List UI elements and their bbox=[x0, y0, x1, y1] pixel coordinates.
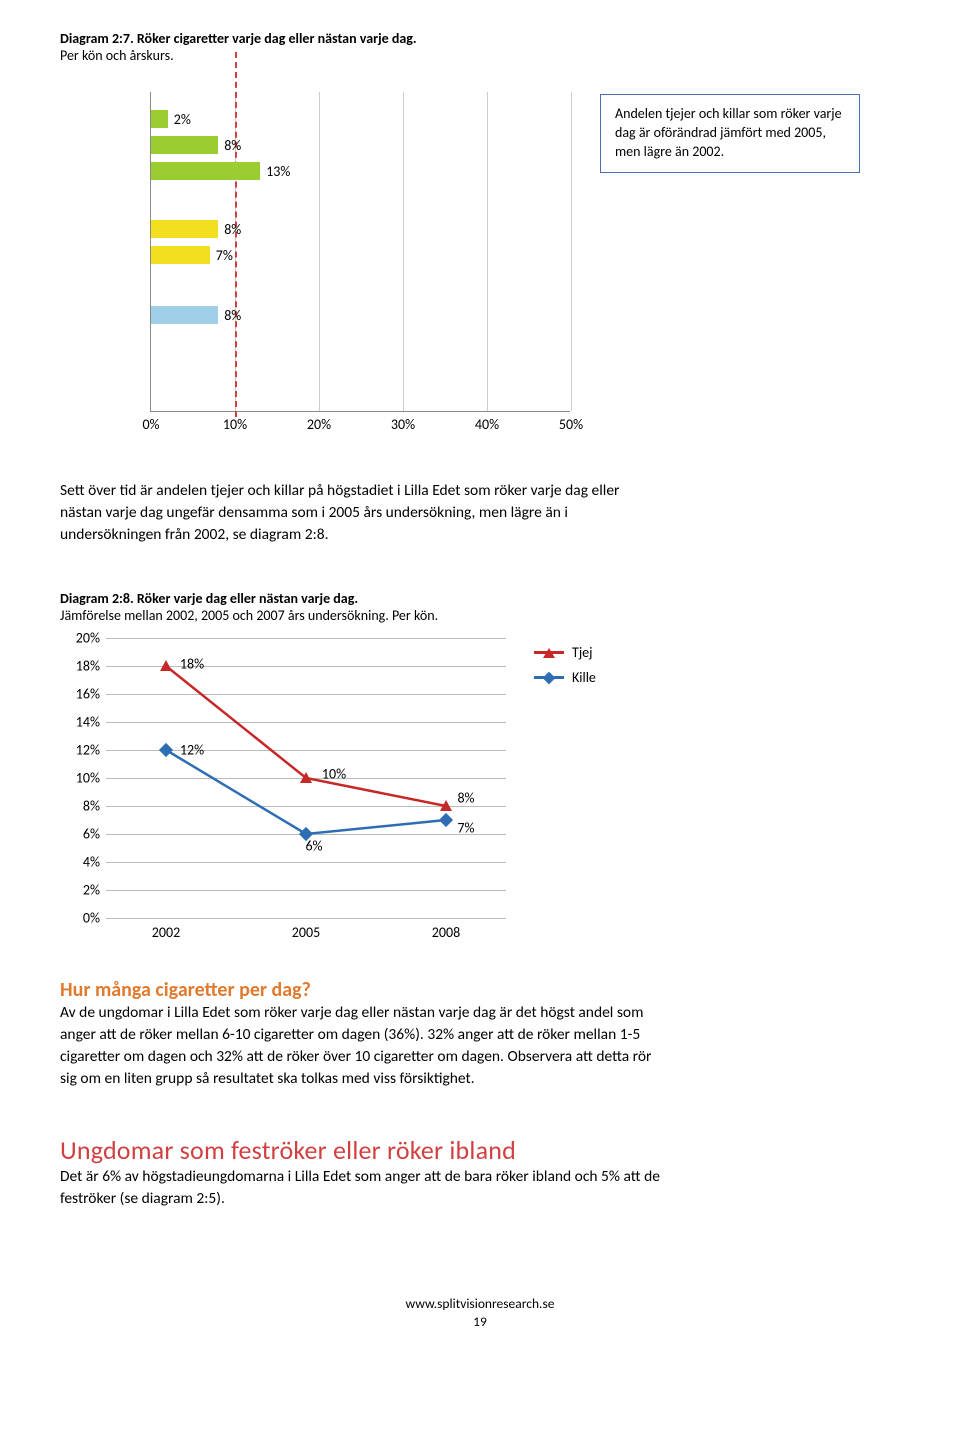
y-tick: 4% bbox=[64, 854, 100, 871]
footer-page: 19 bbox=[60, 1313, 900, 1331]
x-tick: 10% bbox=[223, 416, 247, 433]
body-orange: Av de ungdomar i Lilla Edet som röker va… bbox=[60, 1002, 660, 1090]
heading-red: Ungdomar som feströker eller röker iblan… bbox=[60, 1134, 900, 1166]
footer-url: www.splitvisionresearch.se bbox=[60, 1295, 900, 1313]
y-tick: 16% bbox=[64, 686, 100, 703]
bar-value: 8% bbox=[224, 221, 241, 238]
heading-orange: Hur många cigaretter per dag? bbox=[60, 978, 900, 1002]
bar-fill bbox=[151, 136, 218, 154]
point-label: 10% bbox=[322, 766, 346, 783]
y-tick: 18% bbox=[64, 658, 100, 675]
bar-value: 8% bbox=[224, 137, 241, 154]
y-tick: 12% bbox=[64, 742, 100, 759]
point-label: 18% bbox=[180, 656, 204, 673]
y-tick: 8% bbox=[64, 798, 100, 815]
bar-value: 7% bbox=[216, 247, 233, 264]
y-tick: 14% bbox=[64, 714, 100, 731]
diagram27-callout: Andelen tjejer och killar som röker varj… bbox=[600, 94, 860, 173]
body-red: Det är 6% av högstadieungdomarna i Lilla… bbox=[60, 1166, 660, 1210]
diagram27-title: Diagram 2:7. Röker cigaretter varje dag … bbox=[60, 30, 900, 47]
bar-row: Årskurs 72% bbox=[151, 110, 191, 128]
y-tick: 10% bbox=[64, 770, 100, 787]
x-tick: 0% bbox=[142, 416, 159, 433]
bar-fill bbox=[151, 162, 260, 180]
diagram28-row: 0%2%4%6%8%10%12%14%16%18%20%200220052008… bbox=[60, 638, 900, 918]
bar-row: Årskurs 88% bbox=[151, 136, 241, 154]
bar-fill bbox=[151, 246, 210, 264]
bar-row: Samtliga8% bbox=[151, 306, 241, 324]
footer: www.splitvisionresearch.se 19 bbox=[60, 1295, 900, 1330]
point-label: 8% bbox=[457, 790, 474, 807]
diagram27-subtitle: Per kön och årskurs. bbox=[60, 47, 900, 64]
bar-value: 2% bbox=[174, 111, 191, 128]
bar-value: 13% bbox=[266, 163, 290, 180]
bar-row: Kille7% bbox=[151, 246, 233, 264]
x-tick: 30% bbox=[391, 416, 415, 433]
diagram27-chart: 0%10%20%30%40%50%Årskurs 72%Årskurs 88%Å… bbox=[150, 92, 570, 412]
body-paragraph-1: Sett över tid är andelen tjejer och kill… bbox=[60, 480, 660, 546]
point-label: 7% bbox=[457, 820, 474, 837]
bar-value: 8% bbox=[224, 307, 241, 324]
point-label: 12% bbox=[180, 742, 204, 759]
legend-label: Tjej bbox=[572, 644, 593, 661]
diagram28-title: Diagram 2:8. Röker varje dag eller nästa… bbox=[60, 590, 900, 607]
diagram27-row: 0%10%20%30%40%50%Årskurs 72%Årskurs 88%Å… bbox=[60, 92, 900, 412]
bar-row: Tjej8% bbox=[151, 220, 241, 238]
y-tick: 0% bbox=[64, 910, 100, 927]
point-label: 6% bbox=[305, 838, 322, 855]
y-tick: 20% bbox=[64, 630, 100, 647]
legend-item: Tjej bbox=[534, 644, 596, 661]
diagram28-legend: Tjej Kille bbox=[534, 644, 596, 694]
bar-row: Årskurs 913% bbox=[151, 162, 290, 180]
x-tick: 40% bbox=[475, 416, 499, 433]
legend-label: Kille bbox=[572, 669, 596, 686]
y-tick: 2% bbox=[64, 882, 100, 899]
diagram28-subtitle: Jämförelse mellan 2002, 2005 och 2007 år… bbox=[60, 607, 900, 624]
line-x-tick: 2008 bbox=[432, 924, 460, 941]
diagram28-chart: 0%2%4%6%8%10%12%14%16%18%20%200220052008… bbox=[106, 638, 506, 918]
line-x-tick: 2002 bbox=[152, 924, 180, 941]
bar-fill bbox=[151, 306, 218, 324]
bar-fill bbox=[151, 110, 168, 128]
line-x-tick: 2005 bbox=[292, 924, 320, 941]
legend-item: Kille bbox=[534, 669, 596, 686]
bar-fill bbox=[151, 220, 218, 238]
x-tick: 50% bbox=[559, 416, 583, 433]
x-tick: 20% bbox=[307, 416, 331, 433]
y-tick: 6% bbox=[64, 826, 100, 843]
